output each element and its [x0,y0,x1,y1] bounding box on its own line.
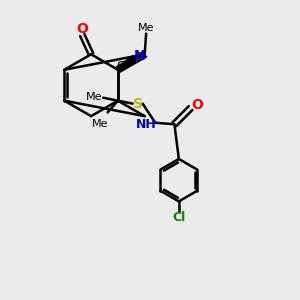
Text: Me: Me [138,23,154,33]
Text: S: S [134,97,143,111]
Text: Me: Me [86,92,103,102]
Text: Me: Me [92,118,109,129]
Text: C: C [116,60,124,73]
Text: Cl: Cl [172,212,185,224]
Text: O: O [191,98,203,112]
Text: O: O [76,22,88,36]
Text: N: N [134,49,145,63]
Text: NH: NH [136,118,156,131]
